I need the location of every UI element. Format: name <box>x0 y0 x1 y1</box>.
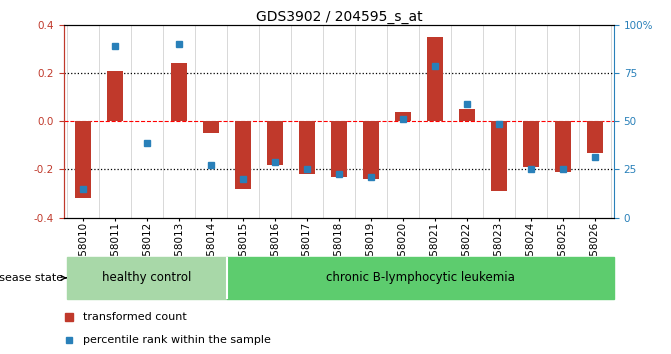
Bar <box>67 257 227 299</box>
Bar <box>299 121 315 174</box>
Bar <box>203 121 219 133</box>
Text: healthy control: healthy control <box>102 272 192 284</box>
Bar <box>107 70 123 121</box>
Text: disease state: disease state <box>0 273 66 283</box>
Bar <box>227 257 614 299</box>
Title: GDS3902 / 204595_s_at: GDS3902 / 204595_s_at <box>256 10 422 24</box>
Bar <box>395 112 411 121</box>
Text: transformed count: transformed count <box>83 312 187 322</box>
Bar <box>586 121 603 153</box>
Bar <box>363 121 379 179</box>
Bar <box>491 121 507 191</box>
Bar <box>235 121 251 189</box>
Bar <box>267 121 283 165</box>
Bar <box>555 121 571 172</box>
Bar <box>523 121 539 167</box>
Bar <box>331 121 347 177</box>
Text: chronic B-lymphocytic leukemia: chronic B-lymphocytic leukemia <box>326 272 515 284</box>
Text: percentile rank within the sample: percentile rank within the sample <box>83 335 271 346</box>
Bar <box>459 109 475 121</box>
Bar <box>171 63 187 121</box>
Bar <box>75 121 91 198</box>
Bar <box>427 37 443 121</box>
